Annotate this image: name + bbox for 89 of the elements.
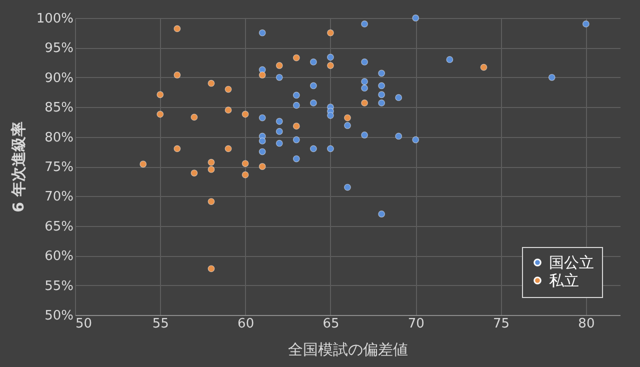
point (344, 184, 351, 191)
y-tick-label: 95% (44, 41, 74, 56)
point (258, 29, 266, 36)
point (292, 155, 300, 162)
y-tick-label: 90% (44, 70, 74, 86)
point (258, 163, 266, 170)
point (412, 14, 420, 22)
point (310, 82, 317, 90)
point (208, 158, 215, 166)
point (276, 62, 283, 69)
point (242, 110, 249, 118)
point (361, 20, 368, 28)
point (208, 198, 215, 205)
point (395, 132, 402, 140)
point (344, 122, 351, 129)
point (276, 128, 283, 135)
point (327, 29, 334, 36)
y-tick-label: 85% (44, 100, 74, 116)
point (292, 102, 300, 109)
point (344, 114, 351, 122)
point (361, 84, 368, 92)
point (190, 170, 198, 176)
point (327, 54, 334, 61)
point (156, 110, 164, 118)
point (224, 106, 232, 114)
point (378, 210, 386, 218)
point (310, 58, 317, 66)
point (208, 80, 215, 87)
point (258, 114, 266, 122)
point (276, 118, 283, 125)
point (174, 72, 181, 78)
point (378, 70, 386, 77)
y-axis-title: 6 年次進級率 (9, 122, 28, 212)
point (242, 160, 249, 167)
point (258, 138, 266, 144)
y-tick-label: 60% (44, 249, 74, 264)
point (548, 74, 556, 81)
point (327, 112, 334, 119)
point (412, 136, 420, 144)
legend-label: 国公立 (549, 254, 594, 272)
point (156, 91, 164, 98)
point (361, 99, 368, 106)
point (174, 25, 181, 32)
point (208, 265, 215, 272)
x-tick-label: 70 (408, 316, 424, 332)
point (292, 122, 300, 130)
point (310, 145, 317, 152)
x-tick-label: 75 (493, 316, 510, 332)
point (395, 94, 402, 102)
point (361, 58, 368, 66)
point (361, 132, 368, 138)
x-tick-label: 55 (152, 316, 169, 332)
x-axis-title: 全国模試の偏差値 (288, 340, 408, 358)
y-tick-label: 100% (36, 12, 74, 26)
legend-label: 私立 (549, 272, 579, 290)
point (378, 99, 386, 106)
point (224, 145, 232, 152)
point (446, 56, 454, 64)
point (361, 78, 368, 86)
point (276, 74, 283, 81)
x-tick-label: 65 (322, 316, 340, 332)
point (224, 86, 232, 93)
point (327, 145, 334, 152)
point (292, 92, 300, 99)
point (190, 114, 198, 121)
point (292, 136, 300, 144)
point (258, 72, 266, 78)
point (208, 166, 215, 173)
point (242, 171, 249, 178)
point (327, 62, 334, 69)
point (140, 160, 147, 168)
y-tick-label: 55% (44, 278, 74, 294)
point (276, 140, 283, 147)
x-tick-label: 80 (578, 316, 595, 332)
point (174, 145, 181, 152)
y-tick-label: 65% (44, 219, 74, 234)
x-tick-label: 60 (238, 316, 254, 332)
y-tick-label: 50% (44, 308, 74, 324)
point (258, 148, 266, 156)
y-tick-label: 70% (44, 190, 74, 205)
point (292, 54, 300, 62)
point (582, 20, 590, 28)
x-tick-label: 50 (76, 316, 92, 332)
point (378, 91, 386, 98)
y-tick-label: 75% (44, 160, 74, 175)
point (480, 64, 488, 71)
point (310, 99, 317, 106)
point (378, 82, 386, 90)
y-tick-label: 80% (44, 130, 74, 146)
